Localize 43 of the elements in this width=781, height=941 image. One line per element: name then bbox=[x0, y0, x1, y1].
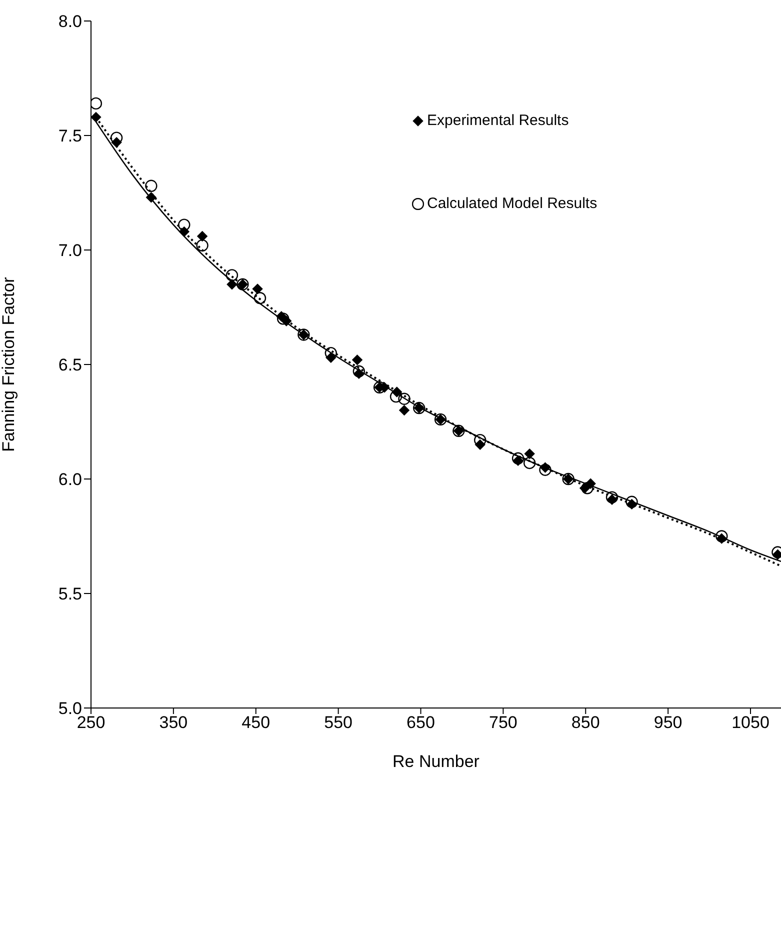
point bbox=[524, 448, 535, 460]
legend-label: Experimental Results bbox=[427, 112, 569, 129]
point bbox=[606, 491, 618, 504]
point bbox=[626, 496, 638, 508]
y-tick-label: 7.5 bbox=[58, 126, 82, 146]
point bbox=[91, 97, 102, 110]
point bbox=[581, 482, 594, 494]
y-tick-label: 5.5 bbox=[58, 584, 82, 604]
x-tick-label: 350 bbox=[159, 713, 188, 732]
y-axis-title: Fanning Friction Factor bbox=[0, 276, 18, 452]
point bbox=[398, 392, 410, 405]
point bbox=[178, 218, 190, 231]
x-tick-label: 1050 bbox=[732, 713, 770, 732]
x-axis-title: Re Number bbox=[392, 752, 480, 771]
point bbox=[512, 452, 524, 464]
x-tick-label: 450 bbox=[242, 713, 270, 732]
point bbox=[523, 456, 536, 470]
point bbox=[399, 405, 410, 416]
point bbox=[196, 239, 208, 252]
y-tick-label: 7.0 bbox=[58, 241, 82, 260]
point bbox=[716, 530, 728, 542]
point bbox=[145, 180, 158, 192]
point bbox=[226, 269, 238, 282]
point bbox=[197, 231, 208, 242]
point bbox=[539, 464, 552, 476]
point bbox=[276, 312, 290, 325]
x-tick-label: 750 bbox=[489, 713, 518, 732]
y-tick-label: 8.0 bbox=[58, 12, 82, 32]
x-tick-label: 850 bbox=[571, 713, 600, 732]
point bbox=[91, 112, 102, 122]
point bbox=[352, 365, 366, 378]
point bbox=[254, 292, 266, 304]
legend-label: Calculated Model Results bbox=[427, 195, 598, 212]
x-tick-label: 650 bbox=[406, 713, 435, 732]
x-tick-label: 950 bbox=[654, 713, 682, 732]
point bbox=[252, 284, 263, 294]
point bbox=[146, 192, 156, 203]
point bbox=[226, 279, 238, 290]
y-tick-label: 6.5 bbox=[58, 356, 82, 375]
point bbox=[352, 354, 362, 366]
x-tick-label: 250 bbox=[76, 713, 106, 732]
x-tick-label: 550 bbox=[324, 713, 352, 732]
y-tick-label: 6.0 bbox=[58, 470, 82, 490]
